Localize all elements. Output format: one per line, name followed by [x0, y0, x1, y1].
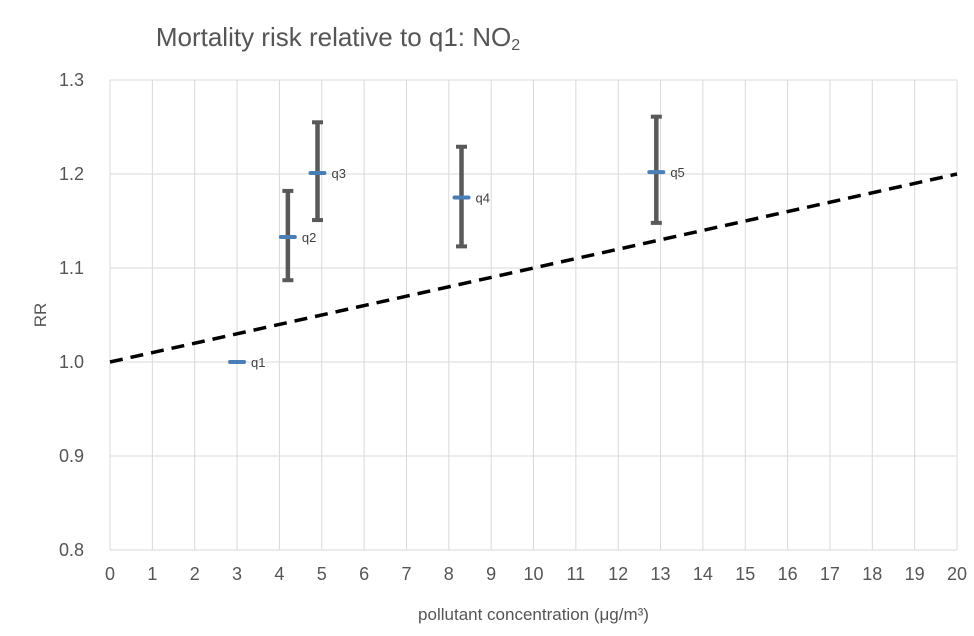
point-label: q4	[476, 191, 490, 206]
x-tick-label: 12	[608, 564, 628, 584]
chart-title-subscript: 2	[511, 37, 521, 54]
y-tick-label: 1.0	[59, 352, 84, 372]
x-tick-label: 16	[778, 564, 798, 584]
chart-title: Mortality risk relative to q1: NO2	[0, 22, 676, 55]
x-tick-label: 15	[735, 564, 755, 584]
y-tick-label: 1.3	[59, 70, 84, 90]
x-tick-label: 4	[274, 564, 284, 584]
reference-line	[109, 172, 958, 364]
x-tick-label: 14	[693, 564, 713, 584]
y-tick-label: 1.1	[59, 258, 84, 278]
x-tick-label: 13	[651, 564, 671, 584]
x-tick-label: 2	[190, 564, 200, 584]
y-tick-label: 0.8	[59, 540, 84, 560]
point-label: q5	[670, 165, 684, 180]
x-tick-label: 8	[444, 564, 454, 584]
x-tick-label: 6	[359, 564, 369, 584]
point-label: q3	[332, 166, 346, 181]
point-label: q2	[302, 230, 316, 245]
x-tick-label: 20	[947, 564, 967, 584]
x-tick-label: 10	[523, 564, 543, 584]
x-tick-label: 19	[905, 564, 925, 584]
y-axis-title: RR	[31, 303, 50, 328]
x-tick-label: 17	[820, 564, 840, 584]
x-tick-label: 3	[232, 564, 242, 584]
x-tick-label: 0	[105, 564, 115, 584]
x-tick-label: 5	[317, 564, 327, 584]
y-tick-label: 1.2	[59, 164, 84, 184]
x-axis-title: pollutant concentration (μg/m³)	[418, 605, 649, 624]
x-tick-label: 18	[862, 564, 882, 584]
y-tick-label: 0.9	[59, 446, 84, 466]
x-tick-label: 11	[567, 564, 586, 584]
point-label: q1	[251, 355, 265, 370]
chart-title-text: Mortality risk relative to q1: NO	[155, 22, 512, 52]
x-tick-label: 7	[401, 564, 411, 584]
x-tick-label: 1	[147, 564, 157, 584]
x-tick-label: 9	[486, 564, 496, 584]
